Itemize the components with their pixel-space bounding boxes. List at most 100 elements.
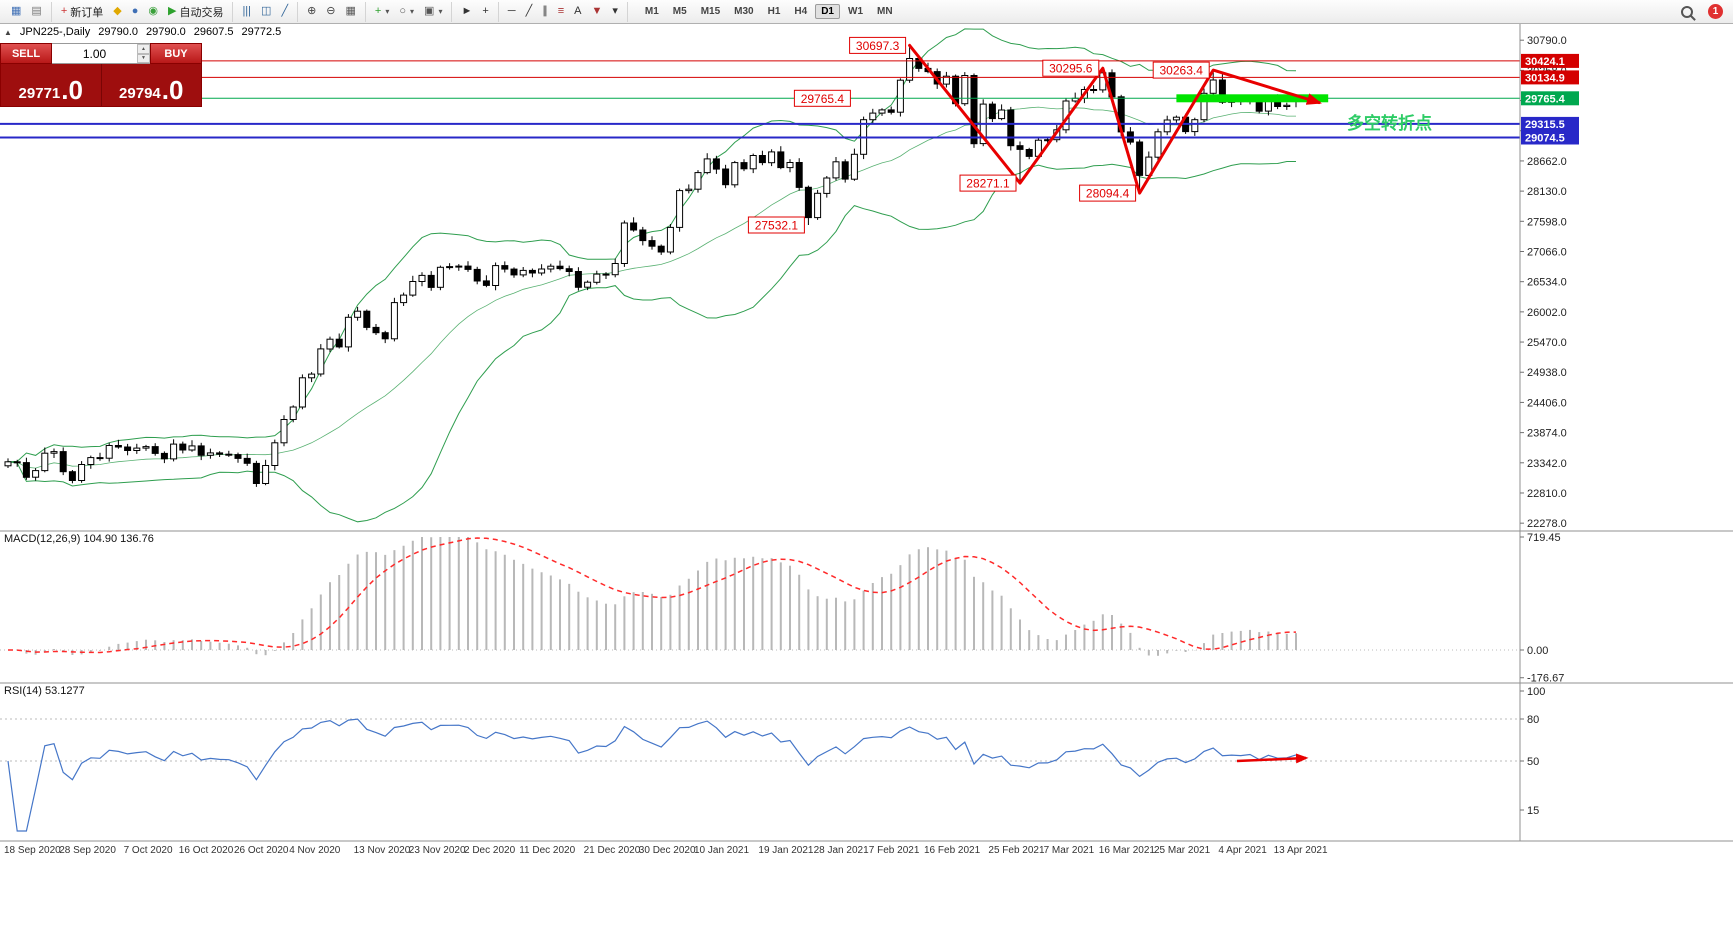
cursor-button[interactable]: ► <box>457 4 476 19</box>
svg-text:22810.0: 22810.0 <box>1527 488 1567 500</box>
timeframe-m1-button[interactable]: M1 <box>644 6 659 17</box>
templates-dropdown-icon[interactable]: ▾ <box>438 7 443 16</box>
periods-dropdown-icon[interactable]: ▾ <box>410 7 415 16</box>
indicators-dropdown-icon[interactable]: ▾ <box>385 7 390 16</box>
new-chart-icon: ▦ <box>11 5 22 17</box>
arrow-tool-button[interactable]: ▼ <box>587 4 606 19</box>
community-icon: ◉ <box>148 5 158 17</box>
indicators-button[interactable]: + ▾ <box>371 4 393 19</box>
profiles-icon: ▤ <box>31 5 42 17</box>
sell-price: 29771 <box>18 85 61 102</box>
rsi-label: RSI(14) 53.1277 <box>4 685 85 697</box>
zoom-out-button[interactable]: ⊖ <box>322 4 339 19</box>
buy-button[interactable]: BUY <box>150 43 202 64</box>
autotrading-button[interactable]: ▶ 自动交易 <box>164 2 227 22</box>
rsi-panel[interactable]: RSI(14) 53.1277 <box>0 685 1520 832</box>
candlestick-chart-button[interactable]: ◫ <box>257 4 275 19</box>
timeframe-w1-button[interactable]: W1 <box>848 6 863 17</box>
tile-windows-icon: ▦ <box>345 5 356 17</box>
shapes-button[interactable]: ▾ <box>608 4 622 19</box>
metaeditor-button[interactable]: ◆ <box>109 4 125 19</box>
svg-text:28271.1: 28271.1 <box>966 177 1010 191</box>
new-order-icon: + <box>60 5 68 17</box>
one-click-trading-panel: SELL ▲ ▼ BUY 29771 .0 29794 .0 <box>0 43 202 107</box>
buy-price-button[interactable]: 29794 .0 <box>102 64 202 106</box>
svg-text:30 Dec 2020: 30 Dec 2020 <box>639 845 696 856</box>
svg-text:16 Feb 2021: 16 Feb 2021 <box>924 845 981 856</box>
note-text[interactable]: 多空转折点 <box>1347 113 1432 133</box>
templates-button[interactable]: ▣ ▾ <box>420 4 446 19</box>
toolbar-button-groups: ▦ ▤ + 新订单 ◆ ● ◉ ▶ 自动交易 ||| ◫ ╱ ⊕ ⊖ ▦ + ▾ ○ ▾ ▣ ▾ ► + ─ ╱ ∥ ≡ A ▼ ▾ <box>2 0 628 23</box>
templates-icon: ▣ <box>424 5 435 17</box>
volume-input[interactable] <box>52 44 137 63</box>
price-tag-label[interactable]: 30263.4 <box>1152 61 1210 79</box>
zigzag-trendline[interactable] <box>908 43 1322 195</box>
line-chart-button[interactable]: ╱ <box>277 4 292 19</box>
svg-text:11 Dec 2020: 11 Dec 2020 <box>519 845 575 856</box>
crosshair-button[interactable]: + <box>478 4 492 19</box>
price-tag-label[interactable]: 30295.6 <box>1042 59 1100 77</box>
new-order-button[interactable]: + 新订单 <box>57 2 107 22</box>
price-tag-label[interactable]: 28271.1 <box>959 174 1017 192</box>
timeframe-mn-button[interactable]: MN <box>877 6 893 17</box>
price-tag-label[interactable]: 29765.4 <box>793 89 851 107</box>
svg-text:30424.1: 30424.1 <box>1525 56 1565 68</box>
toolbar: ▦ ▤ + 新订单 ◆ ● ◉ ▶ 自动交易 ||| ◫ ╱ ⊕ ⊖ ▦ + ▾ ○ ▾ ▣ ▾ ► + ─ ╱ ∥ ≡ A ▼ ▾ M1… <box>0 0 1733 24</box>
timeframe-h4-button[interactable]: H4 <box>794 6 808 17</box>
macd-label: MACD(12,26,9) 104.90 136.76 <box>4 533 154 545</box>
periods-icon: ○ <box>399 5 407 17</box>
chart-title-bar: ▲ JPN225-,Daily 29790.0 29790.0 29607.5 … <box>4 26 281 38</box>
ohlc-close: 29772.5 <box>241 26 282 38</box>
community-button[interactable]: ◉ <box>144 4 162 19</box>
channel-icon: ∥ <box>542 5 548 17</box>
text-tool-button[interactable]: A <box>570 4 585 19</box>
svg-text:23874.0: 23874.0 <box>1527 428 1567 440</box>
profiles-button[interactable]: ▤ <box>27 4 45 19</box>
zoom-in-button[interactable]: ⊕ <box>303 4 320 19</box>
chart-window: 30697.3 30295.6 30263.4 29765.4 28271.1 28094… <box>0 24 1733 947</box>
shapes-icon: ▾ <box>612 5 618 17</box>
price-tag-label[interactable]: 28094.4 <box>1079 184 1137 202</box>
notification-badge[interactable]: 1 <box>1708 4 1723 19</box>
svg-text:30134.9: 30134.9 <box>1525 72 1565 84</box>
periods-button[interactable]: ○ ▾ <box>395 4 418 19</box>
new-chart-button[interactable]: ▦ <box>7 4 25 19</box>
svg-text:30263.4: 30263.4 <box>1160 64 1204 78</box>
horizontal-line-icon: ─ <box>507 5 516 17</box>
chart-canvas[interactable]: 30697.3 30295.6 30263.4 29765.4 28271.1 28094… <box>0 24 1733 947</box>
main-chart-panel[interactable]: 30697.3 30295.6 30263.4 29765.4 28271.1 28094… <box>0 28 1520 523</box>
history-center-button[interactable]: ● <box>128 4 143 19</box>
svg-text:7 Mar 2021: 7 Mar 2021 <box>1044 845 1095 856</box>
timeframe-m5-button[interactable]: M5 <box>672 6 687 17</box>
svg-text:29074.5: 29074.5 <box>1525 133 1565 145</box>
trendline-button[interactable]: ╱ <box>522 4 537 19</box>
timeframe-h1-button[interactable]: H1 <box>767 6 781 17</box>
indicators-icon: + <box>374 5 382 17</box>
sell-price-button[interactable]: 29771 .0 <box>1 64 101 106</box>
channel-button[interactable]: ∥ <box>538 4 552 19</box>
svg-text:100: 100 <box>1527 686 1545 698</box>
price-tag-label[interactable]: 27532.1 <box>747 216 805 234</box>
svg-text:28094.4: 28094.4 <box>1086 187 1130 201</box>
price-tag-label[interactable]: 30697.3 <box>849 36 907 54</box>
highlight-zone[interactable] <box>1176 94 1329 103</box>
volume-decrease-button[interactable]: ▼ <box>137 53 150 63</box>
svg-text:29765.4: 29765.4 <box>801 92 845 106</box>
search-button[interactable] <box>1677 4 1697 20</box>
history-center-icon: ● <box>131 5 139 17</box>
timeframe-m15-button[interactable]: M15 <box>700 6 721 17</box>
horizontal-line-button[interactable]: ─ <box>504 4 520 19</box>
fibonacci-button[interactable]: ≡ <box>554 4 568 19</box>
svg-text:29765.4: 29765.4 <box>1525 93 1566 105</box>
tile-windows-button[interactable]: ▦ <box>342 4 360 19</box>
svg-text:-176.67: -176.67 <box>1527 673 1564 685</box>
timeframe-d1-button[interactable]: D1 <box>815 4 840 19</box>
collapse-chart-icon[interactable]: ▲ <box>4 27 12 37</box>
timeframe-m30-button[interactable]: M30 <box>734 6 754 17</box>
rsi-arrow[interactable] <box>1236 753 1309 764</box>
sell-button[interactable]: SELL <box>0 43 52 64</box>
volume-increase-button[interactable]: ▲ <box>137 44 150 54</box>
macd-panel[interactable]: MACD(12,26,9) 104.90 136.76 <box>0 533 1520 656</box>
bar-chart-button[interactable]: ||| <box>238 4 255 19</box>
